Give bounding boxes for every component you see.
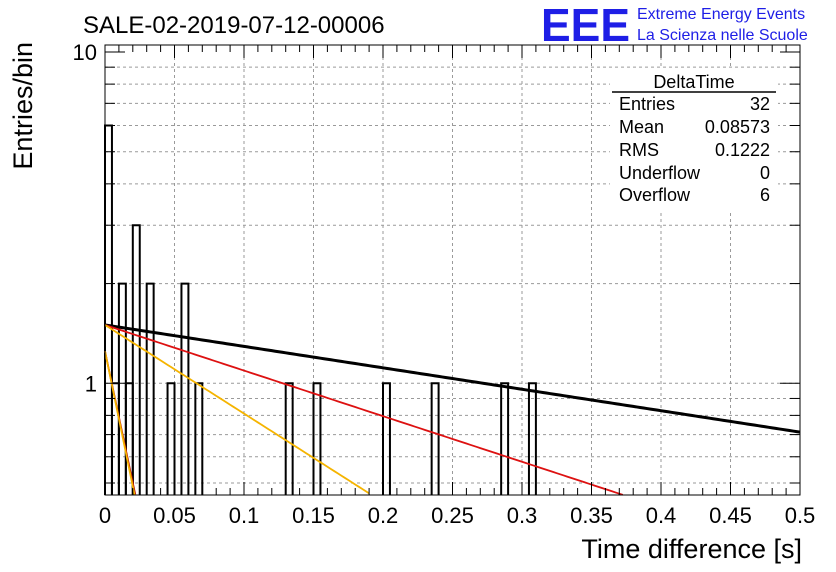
histogram-bar (166, 382, 176, 495)
histogram-bar (180, 282, 190, 495)
x-tick-label: 0.1 (229, 503, 260, 528)
stats-value-mean: 0.08573 (705, 117, 770, 137)
x-tick-label: 0.35 (570, 503, 613, 528)
x-tick-label: 0.25 (431, 503, 474, 528)
logo-line-1: Extreme Energy Events (637, 6, 805, 23)
stats-box-title: DeltaTime (653, 72, 734, 92)
histogram-bar (145, 282, 155, 495)
x-tick-label: 0.45 (709, 503, 752, 528)
x-tick-label: 0.05 (153, 503, 196, 528)
y-tick-label: 10 (73, 40, 97, 65)
histogram-bar (500, 382, 510, 495)
x-tick-label: 0.4 (646, 503, 677, 528)
stats-value-entries: 32 (750, 94, 770, 114)
stats-value-overflow: 6 (760, 185, 770, 205)
histogram-bar (382, 382, 391, 495)
logo-line-2: La Scienza nelle Scuole (637, 27, 808, 44)
stats-label-mean: Mean (619, 117, 664, 137)
stats-box: DeltaTime Entries 32 Mean 0.08573 RMS 0.… (610, 68, 778, 212)
stats-label-rms: RMS (619, 140, 659, 160)
run-title: SALE-02-2019-07-12-00006 (83, 12, 385, 39)
fit-curve (104, 350, 136, 496)
histogram-bar (194, 382, 204, 495)
y-axis-title: Entries/bin (8, 42, 38, 170)
y-tick-label: 1 (85, 371, 97, 396)
eee-logo: EEE Extreme Energy Events La Scienza nel… (541, 0, 808, 51)
histogram-bar (131, 224, 141, 495)
stats-label-underflow: Underflow (619, 163, 701, 183)
x-tick-label: 0.5 (785, 503, 816, 528)
histogram-bar (430, 382, 440, 495)
stats-label-entries: Entries (619, 94, 675, 114)
histogram-bar (312, 382, 322, 495)
x-tick-label: 0.3 (507, 503, 538, 528)
axis-tick-labels: 0 0.05 0.1 0.15 0.2 0.25 0.3 0.35 0.4 0.45 0.5 1 10 (73, 40, 816, 528)
x-tick-label: 0.2 (368, 503, 399, 528)
stats-label-overflow: Overflow (619, 185, 691, 205)
stats-value-underflow: 0 (760, 163, 770, 183)
axis-ticks (104, 45, 801, 495)
fit-curves (104, 323, 801, 496)
logo-letters: EEE (541, 0, 630, 51)
fit-curve (104, 324, 370, 495)
histogram-bar (527, 382, 537, 495)
fit-curve (104, 324, 624, 496)
stats-value-rms: 0.1222 (715, 140, 770, 160)
fit-curve (104, 323, 801, 434)
x-axis-title: Time difference [s] (581, 534, 802, 564)
x-tick-label: 0.15 (292, 503, 335, 528)
x-tick-label: 0 (99, 503, 111, 528)
